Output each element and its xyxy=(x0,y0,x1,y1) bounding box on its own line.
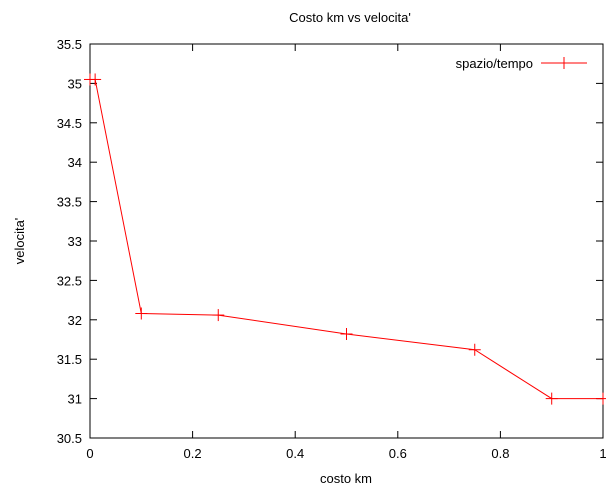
x-tick-label: 0.2 xyxy=(184,446,202,461)
legend-label-spazio-tempo: spazio/tempo xyxy=(456,56,533,71)
chart-title: Costo km vs velocita' xyxy=(289,10,411,25)
y-tick-label: 35.5 xyxy=(57,37,82,52)
x-tick-label: 1 xyxy=(599,446,606,461)
y-axis: 30.5 31 31.5 32 32.5 33 33.5 34 34.5 35 35.5 xyxy=(57,37,603,446)
y-tick-label: 33.5 xyxy=(57,195,82,210)
data-point xyxy=(135,307,148,320)
y-tick-label: 31 xyxy=(68,392,82,407)
y-tick-label: 33 xyxy=(68,234,82,249)
y-tick-label: 32 xyxy=(68,313,82,328)
y-tick-label: 35 xyxy=(68,76,82,91)
legend: spazio/tempo xyxy=(456,56,587,71)
data-point xyxy=(212,309,225,322)
x-tick-label: 0.6 xyxy=(389,446,407,461)
data-point xyxy=(89,73,102,86)
x-tick-label: 0.8 xyxy=(491,446,509,461)
y-tick-label: 32.5 xyxy=(57,273,82,288)
data-point xyxy=(468,343,481,356)
data-point xyxy=(545,392,558,405)
y-tick-label: 34.5 xyxy=(57,116,82,131)
plot-frame xyxy=(89,43,604,439)
y-tick-label: 31.5 xyxy=(57,352,82,367)
data-point xyxy=(597,392,606,405)
x-tick-label: 0 xyxy=(86,446,93,461)
x-axis: 0 0.2 0.4 0.6 0.8 1 xyxy=(86,44,606,461)
x-axis-label: costo km xyxy=(320,471,372,486)
y-tick-label: 34 xyxy=(68,155,82,170)
series-layer xyxy=(84,73,606,405)
y-axis-label: velocita' xyxy=(12,218,27,265)
data-point xyxy=(340,327,353,340)
legend-swatch-marker xyxy=(558,57,570,69)
x-tick-label: 0.4 xyxy=(286,446,304,461)
series-line xyxy=(90,78,603,400)
y-tick-label: 30.5 xyxy=(57,431,82,446)
